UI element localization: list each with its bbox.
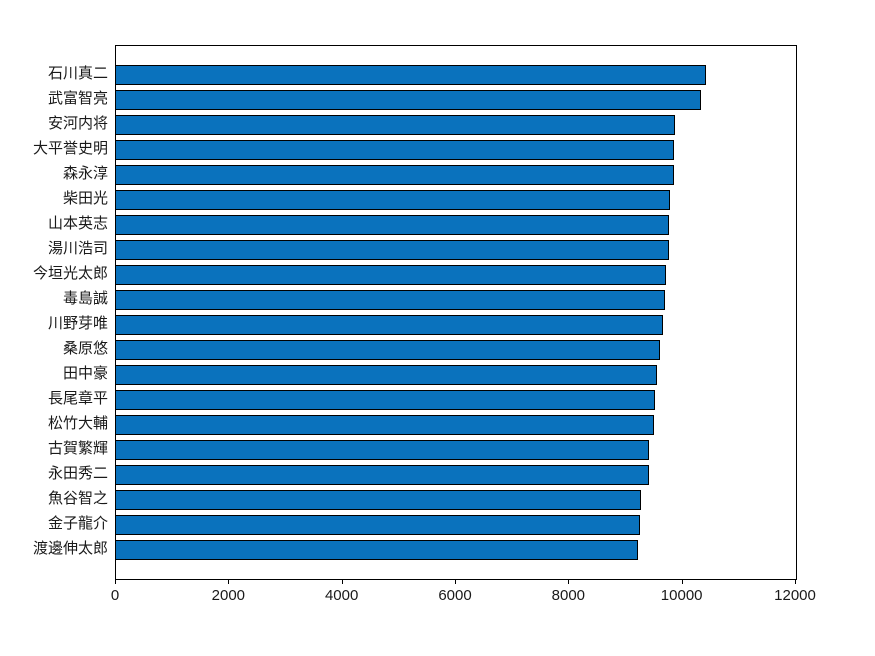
bar <box>116 315 664 335</box>
y-tick-label: 川野芽唯 <box>47 315 108 332</box>
y-tick-label: 安河内将 <box>47 115 108 132</box>
y-tick-label: 森永淳 <box>62 165 108 182</box>
x-tick-label: 6000 <box>438 587 472 604</box>
bar <box>116 340 660 360</box>
x-tick-label: 8000 <box>551 587 586 604</box>
bar <box>116 215 670 235</box>
bar <box>116 90 702 110</box>
bar <box>116 115 675 135</box>
x-tick-label: 10000 <box>660 587 703 604</box>
y-tick-label: 金子龍介 <box>47 515 108 532</box>
bar <box>116 140 675 160</box>
bar <box>116 65 706 85</box>
y-tick-label: 古賀繁輝 <box>47 440 108 457</box>
x-tick-mark <box>568 579 570 584</box>
y-tick-label: 毒島誠 <box>62 290 108 307</box>
x-tick-mark <box>795 579 796 584</box>
y-tick-label: 長尾章平 <box>47 390 108 407</box>
bar <box>116 165 675 185</box>
y-tick-label: 桑原悠 <box>62 340 108 357</box>
bar <box>116 390 655 410</box>
bar <box>116 515 640 535</box>
x-tick-label: 0 <box>110 587 120 604</box>
bar <box>116 240 669 260</box>
bar <box>116 290 665 310</box>
y-tick-label: 今垣光太郎 <box>32 265 108 282</box>
y-tick-label: 魚谷智之 <box>47 490 108 507</box>
y-tick-label: 湯川浩司 <box>47 240 108 257</box>
y-tick-label: 柴田光 <box>62 190 108 207</box>
bar <box>116 465 649 485</box>
bar <box>116 265 666 285</box>
x-tick-mark <box>115 579 116 584</box>
plot-area <box>115 45 797 580</box>
bar <box>116 415 655 435</box>
x-tick-label: 4000 <box>324 587 359 604</box>
y-tick-label: 大平誉史明 <box>32 140 108 157</box>
bar <box>116 490 642 510</box>
bar <box>116 540 639 560</box>
y-tick-label: 松竹大輔 <box>47 415 108 432</box>
y-tick-label: 永田秀二 <box>47 465 108 482</box>
x-tick-label: 12000 <box>774 587 816 604</box>
x-tick-mark <box>455 579 456 584</box>
x-tick-mark <box>341 579 343 584</box>
x-tick-mark <box>681 579 683 584</box>
bar <box>116 440 650 460</box>
y-tick-label: 武富智亮 <box>47 90 108 107</box>
y-tick-label: 石川真二 <box>47 65 108 82</box>
bar <box>116 365 658 385</box>
y-tick-label: 渡邊伸太郎 <box>32 540 108 557</box>
x-tick-label: 2000 <box>211 587 246 604</box>
y-tick-label: 山本英志 <box>47 215 108 232</box>
x-tick-mark <box>228 579 230 584</box>
bar <box>116 190 670 210</box>
y-tick-label: 田中豪 <box>62 365 108 382</box>
